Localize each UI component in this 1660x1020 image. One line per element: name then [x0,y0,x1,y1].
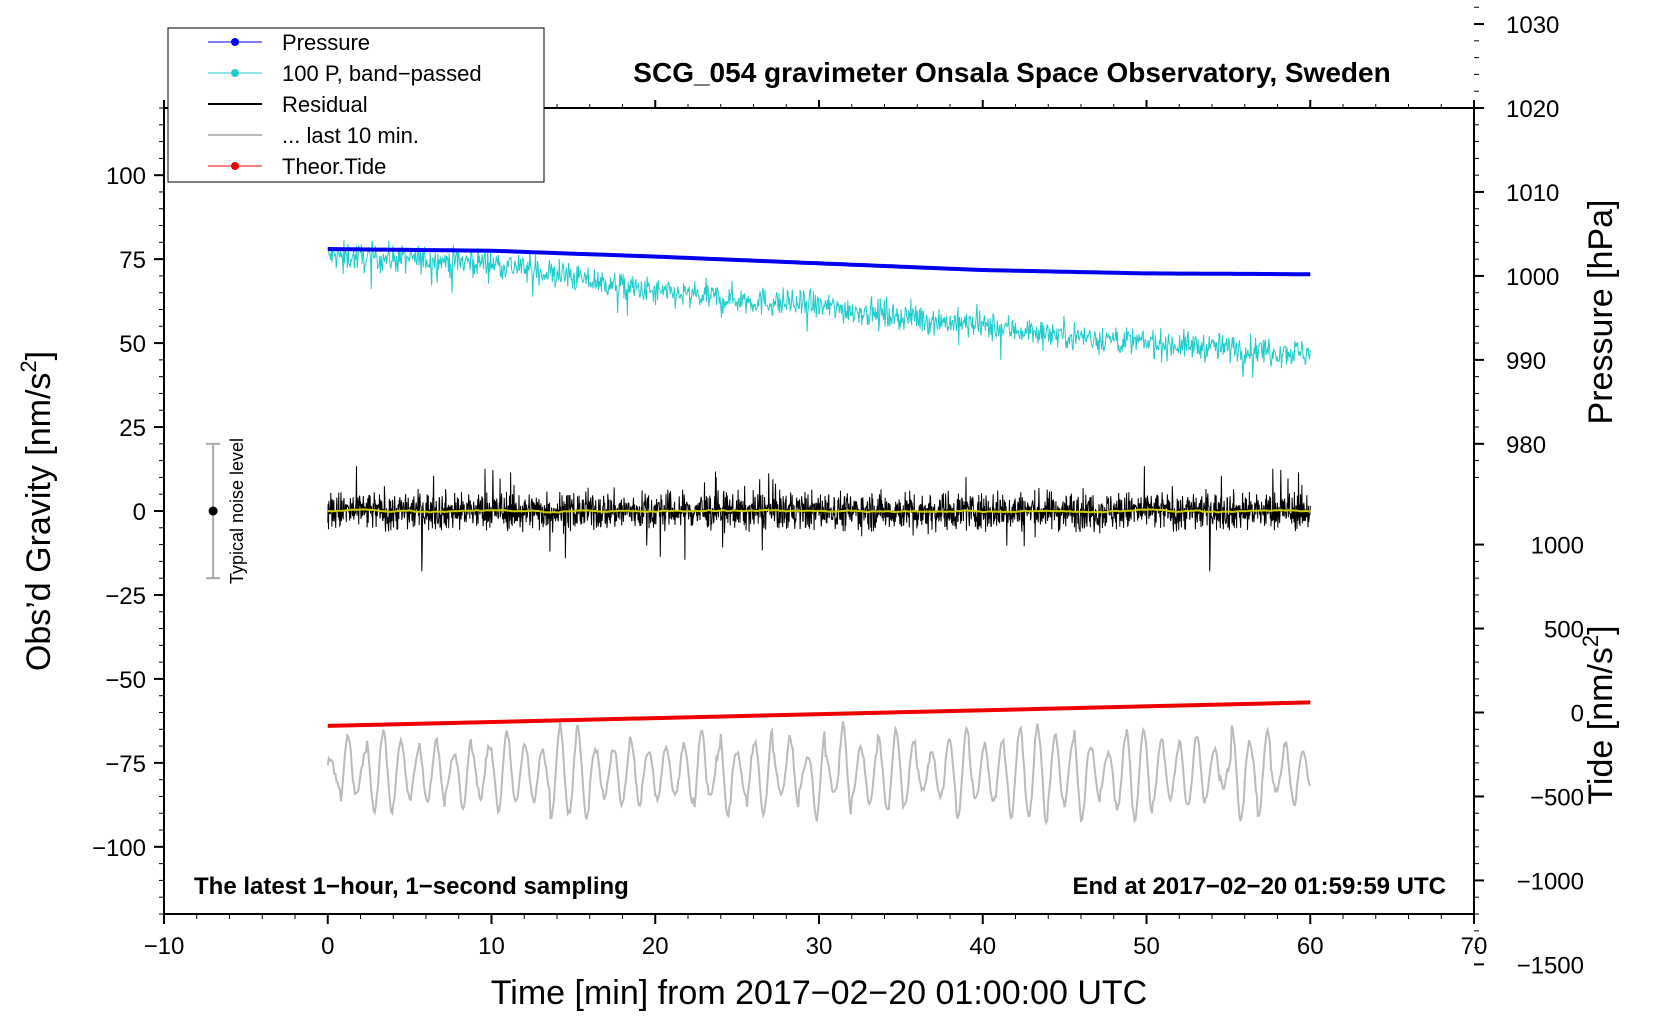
series-bandpassed-pressure-line [327,240,1311,378]
footnote-left: The latest 1−hour, 1−second sampling [194,873,629,900]
legend-label: Residual [282,92,368,117]
pressure-tick-label: 1010 [1506,180,1559,207]
x-tick-label: 10 [478,933,505,960]
y-axis-tide-label-main: Tide [nm/s [1582,647,1620,804]
tide-tick-label: 500 [1544,617,1584,644]
series-pressure-line [327,247,1311,277]
legend-marker [231,162,239,170]
series-residual-line [327,466,1311,572]
pressure-tick-label: 1030 [1506,12,1559,39]
y-axis-left-label-sup: 2 [16,360,41,372]
x-tick-label: 60 [1297,933,1324,960]
pressure-tick-label: 1020 [1506,96,1559,123]
y-tick-label: 0 [133,499,146,526]
x-tick-label: 50 [1133,933,1160,960]
noise-center-dot [208,506,218,516]
y-axis-tide: −1500 −1000 −500 0 500 1000 [1474,533,1584,979]
y-axis-left-label: Obs’d Gravity [nm/s2] [16,351,58,671]
legend-label: Pressure [282,30,370,55]
x-tick-label: −10 [144,933,185,960]
tide-tick-label: 0 [1571,701,1584,728]
x-tick-label: 70 [1461,933,1488,960]
x-axis-label: Time [min] from 2017−02−20 01:00:00 UTC [491,974,1147,1012]
noise-level-label: Typical noise level [227,438,247,584]
pressure-tick-label: 1000 [1506,264,1559,291]
series-layer [326,240,1312,826]
y-tick-label: 75 [119,247,146,274]
y-axis-left: −100 −75 −50 −25 0 25 50 75 100 [92,107,164,915]
legend-marker [231,38,239,46]
x-tick-label: 40 [969,933,996,960]
y-tick-label: −50 [105,667,146,694]
x-tick-label: 30 [806,933,833,960]
series-residual-smoothed-line [327,508,1311,514]
tide-tick-label: −1500 [1517,952,1584,979]
y-tick-label: 100 [106,163,146,190]
legend-label: Theor.Tide [282,154,386,179]
series-last-10min-line [326,721,1312,826]
y-tick-label: 25 [119,415,146,442]
x-tick-label: 0 [321,933,334,960]
pressure-tick-label: 980 [1506,432,1546,459]
tide-tick-label: −1000 [1517,868,1584,895]
y-axis-pressure: 980 990 1000 1010 1020 1030 [1474,6,1559,478]
x-tick-label: 20 [642,933,669,960]
y-axis-left-label-close: ] [20,351,58,360]
y-tick-label: −100 [92,835,146,862]
legend-marker [231,69,239,77]
y-tick-label: 50 [119,331,146,358]
footnote-right: End at 2017−02−20 01:59:59 UTC [1072,873,1446,900]
pressure-tick-label: 990 [1506,348,1546,375]
y-axis-tide-label-close: ] [1582,625,1620,634]
y-tick-label: −25 [105,583,146,610]
legend: Pressure 100 P, band−passed Residual ... la… [167,27,545,183]
chart-title: SCG_054 gravimeter Onsala Space Observat… [633,57,1390,88]
y-axis-pressure-label: Pressure [hPa] [1582,200,1620,425]
y-axis-left-label-main: Obs’d Gravity [nm/s [20,373,58,672]
tide-tick-label: 1000 [1531,533,1584,560]
y-axis-tide-label-sup: 2 [1578,635,1603,647]
typical-noise-marker: Typical noise level [206,438,247,584]
y-axis-tide-label: Tide [nm/s2] [1578,625,1620,804]
legend-label: 100 P, band−passed [282,61,482,86]
y-tick-label: −75 [105,751,146,778]
legend-label: ... last 10 min. [282,123,419,148]
series-theoretical-tide-line [327,700,1311,728]
x-axis: −10 0 10 20 30 40 50 60 70 [144,100,1488,960]
tide-tick-label: −500 [1530,784,1584,811]
